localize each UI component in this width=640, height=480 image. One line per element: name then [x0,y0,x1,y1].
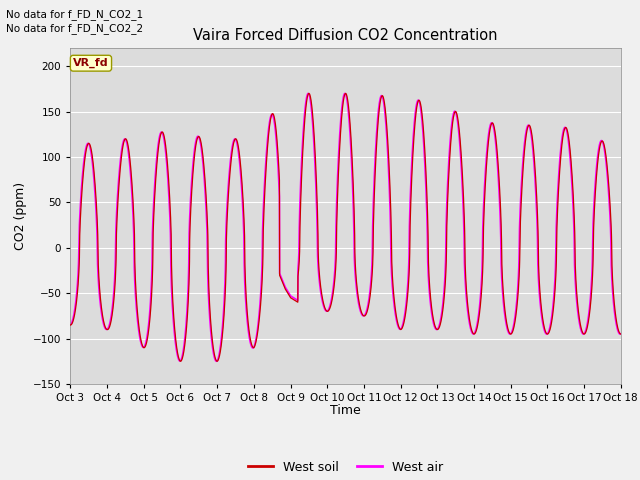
Y-axis label: CO2 (ppm): CO2 (ppm) [14,182,28,250]
Text: No data for f_FD_N_CO2_1: No data for f_FD_N_CO2_1 [6,9,143,20]
Legend: West soil, West air: West soil, West air [243,456,449,479]
X-axis label: Time: Time [330,405,361,418]
Title: Vaira Forced Diffusion CO2 Concentration: Vaira Forced Diffusion CO2 Concentration [193,28,498,43]
Text: VR_fd: VR_fd [73,58,109,68]
Text: No data for f_FD_N_CO2_2: No data for f_FD_N_CO2_2 [6,23,143,34]
